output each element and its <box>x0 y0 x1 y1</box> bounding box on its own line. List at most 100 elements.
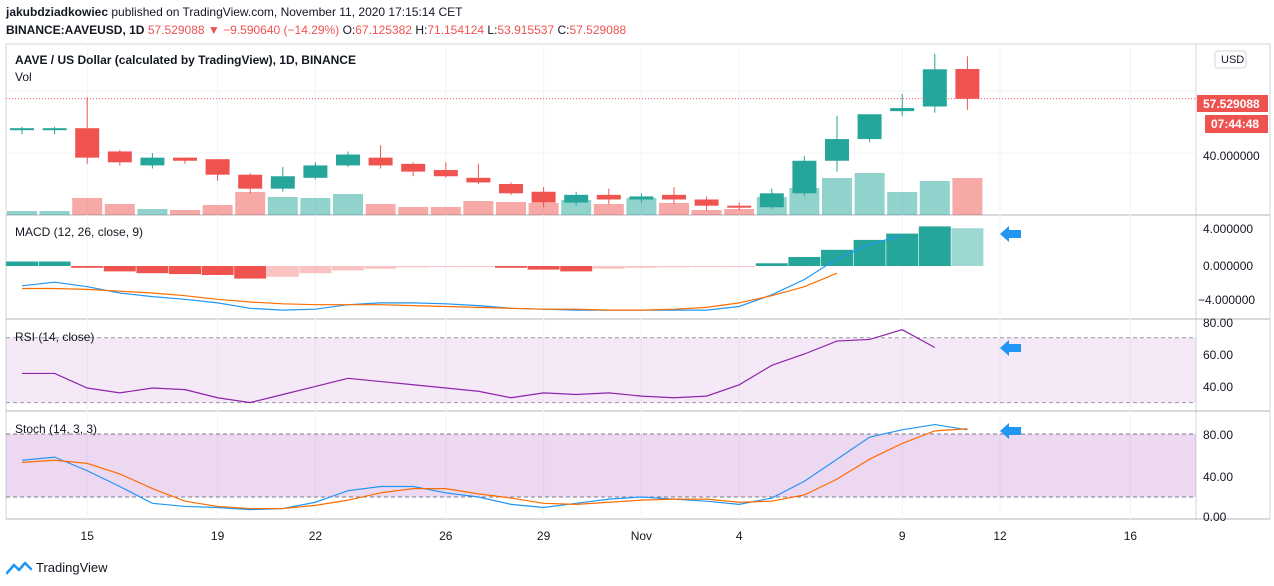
volume-bar <box>398 207 429 215</box>
candle-body <box>466 177 491 183</box>
open-value: 67.125382 <box>355 23 412 37</box>
countdown-badge-text: 07:44:48 <box>1211 117 1259 131</box>
macd-histogram-bar <box>332 266 364 271</box>
macd-histogram-bar <box>625 266 658 268</box>
last-price: 57.529088 <box>147 23 205 37</box>
rsi-band <box>6 337 1196 403</box>
candle-body <box>499 184 523 194</box>
macd-histogram-bar <box>918 226 951 266</box>
x-tick-label: 16 <box>1124 529 1138 543</box>
candle-body <box>368 157 393 166</box>
tradingview-logo[interactable]: TradingView <box>6 560 108 575</box>
macd-y-tick: −4.000000 <box>1198 293 1255 307</box>
candle-body <box>270 176 295 189</box>
currency-button <box>1214 50 1247 69</box>
candle-body <box>42 128 67 131</box>
x-tick-label: 12 <box>993 529 1007 543</box>
macd-histogram-bar <box>560 266 593 272</box>
macd-histogram-bar <box>71 266 104 268</box>
volume-bar <box>496 202 526 215</box>
last-price-badge <box>1197 95 1268 112</box>
high-value: 71.154124 <box>427 23 485 37</box>
rsi-pane-title: RSI (14, close) <box>15 330 94 344</box>
last-price-badge-text: 57.529088 <box>1203 97 1260 111</box>
chart-canvas[interactable]: AAVE / US Dollar (calculated by TradingV… <box>0 40 1274 546</box>
volume-bar <box>170 210 200 215</box>
open-label: O: <box>342 23 356 37</box>
candle-body <box>238 174 263 189</box>
candle-body <box>629 196 654 200</box>
rsi-y-tick: 80.00 <box>1203 316 1233 330</box>
macd-histogram-bar <box>136 266 169 274</box>
volume-bar <box>365 204 396 215</box>
volume-bar <box>659 203 689 215</box>
candle-body <box>955 68 980 99</box>
macd-histogram-bar <box>266 266 299 277</box>
volume-bar <box>72 198 103 215</box>
macd-histogram-bar <box>788 257 821 266</box>
macd-histogram-bar <box>527 266 560 270</box>
rsi-y-tick: 60.00 <box>1203 348 1233 362</box>
close-value: 57.529088 <box>569 23 627 37</box>
stoch-k-line <box>21 423 968 511</box>
volume-bar <box>235 192 266 215</box>
macd-histogram-bar <box>495 266 527 268</box>
candle-body <box>75 128 100 158</box>
candle-body <box>825 139 849 161</box>
candle-body <box>727 205 752 208</box>
candle-body <box>303 165 328 178</box>
x-tick-label: 22 <box>309 529 323 543</box>
high-label: H: <box>415 23 428 37</box>
candle-body <box>140 157 165 166</box>
candle-body <box>173 157 197 161</box>
candle-body <box>401 163 426 172</box>
macd-histogram-bar <box>886 233 919 266</box>
volume-label: Vol <box>15 70 32 84</box>
candle-body <box>531 191 556 203</box>
macd-histogram-bar <box>103 266 136 272</box>
low-label: L: <box>487 23 498 37</box>
volume-bar <box>919 181 950 215</box>
publish-date: published on TradingView.com, November 1… <box>108 5 463 19</box>
x-tick-label: 26 <box>439 529 453 543</box>
left-arrow-icon <box>1000 340 1021 356</box>
macd-y-tick: 0.000000 <box>1203 259 1253 273</box>
macd-histogram-bar <box>234 266 267 279</box>
stoch-band <box>6 434 1196 497</box>
macd-pane-title: MACD (12, 26, close, 9) <box>15 225 143 239</box>
stoch-d-line <box>21 428 968 510</box>
candle-body <box>890 108 915 112</box>
rsi-line <box>22 329 936 404</box>
macd-histogram-bar <box>38 261 71 266</box>
volume-bar <box>202 205 233 215</box>
candle-body <box>857 114 882 140</box>
macd-histogram-bar <box>397 266 430 268</box>
stoch-y-tick: 0.00 <box>1203 510 1227 524</box>
macd-histogram-bar <box>658 266 690 268</box>
volume-bar <box>267 197 298 215</box>
price-change: −9.590640 (−14.29%) <box>223 23 340 37</box>
candle-body <box>336 154 360 166</box>
volume-bar <box>39 211 70 215</box>
macd-histogram-bar <box>169 266 201 275</box>
volume-bar <box>333 194 363 215</box>
main-pane-title: AAVE / US Dollar (calculated by TradingV… <box>15 53 356 67</box>
currency-label: USD <box>1221 54 1244 66</box>
stoch-pane-title: Stoch (14, 3, 3) <box>15 422 97 436</box>
macd-histogram-bar <box>429 266 462 267</box>
candle-body <box>694 199 719 206</box>
macd-histogram-bar <box>462 266 495 267</box>
macd-histogram-bar <box>201 266 234 275</box>
candle-body <box>922 69 947 107</box>
down-arrow-icon: ▼ <box>207 23 220 37</box>
candle-body <box>564 194 589 203</box>
x-tick-label: 4 <box>736 529 743 543</box>
volume-bar <box>463 201 494 215</box>
x-tick-label: Nov <box>631 529 652 543</box>
macd-histogram-bar <box>821 249 853 266</box>
stoch-y-tick: 40.00 <box>1203 470 1233 484</box>
volume-bar <box>104 204 135 215</box>
macd-histogram-bar <box>364 266 397 269</box>
x-tick-label: 9 <box>899 529 906 543</box>
macd-line <box>21 234 903 311</box>
